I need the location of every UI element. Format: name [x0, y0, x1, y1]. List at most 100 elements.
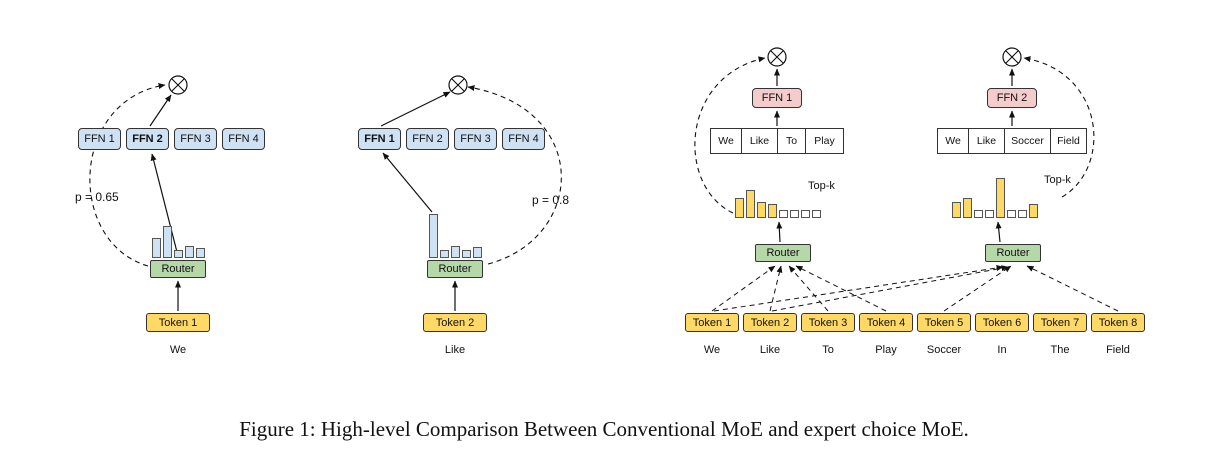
- prob-bar: [451, 246, 460, 258]
- score-bar: [790, 210, 799, 218]
- ffn-box: FFN 2: [406, 128, 449, 150]
- dashed-token8-to-routerB: [1026, 265, 1119, 312]
- word-cell: Like: [969, 128, 1005, 154]
- token-score-bars: [952, 178, 1038, 218]
- topk-label: Top-k: [1044, 174, 1071, 186]
- prob-bar: [196, 248, 205, 258]
- multiply-icon: [767, 47, 787, 67]
- figure-caption: Figure 1: High-level Comparison Between …: [239, 417, 969, 441]
- prob-bar: [185, 246, 194, 258]
- topk-label: Top-k: [808, 180, 835, 192]
- ffn-box-selected: FFN 1: [358, 128, 401, 150]
- token-word: The: [1050, 344, 1070, 356]
- dashed-token2-to-routerB: [771, 265, 1009, 312]
- score-bar: [985, 210, 994, 218]
- multiply-icon: [448, 75, 468, 95]
- arrow-router-to-ffn2: [150, 153, 179, 257]
- token-word: We: [169, 344, 187, 356]
- prob-bar: [163, 226, 172, 258]
- token-word: Field: [1106, 344, 1130, 356]
- token-box: Token 1: [685, 313, 739, 332]
- selected-words-table: We Like To Play: [710, 128, 844, 154]
- multiply-icon: [168, 75, 188, 95]
- prob-bar: [429, 214, 438, 258]
- token-box: Token 2: [743, 313, 797, 332]
- prob-bar: [440, 250, 449, 258]
- ffn-box: FFN 3: [174, 128, 217, 150]
- router-probability-bars: [152, 226, 205, 258]
- word-cell: To: [778, 128, 806, 154]
- router-box: Router: [985, 244, 1041, 262]
- token-word: Play: [875, 344, 897, 356]
- token-word: Soccer: [926, 344, 962, 356]
- dashed-token4-to-routerA: [795, 265, 887, 312]
- score-bar: [768, 204, 777, 218]
- dashed-gating-curve-2: [467, 85, 562, 265]
- token-word: We: [703, 344, 721, 356]
- score-bar: [801, 210, 810, 218]
- ffn-box: FFN 4: [222, 128, 265, 150]
- word-cell: Like: [742, 128, 778, 154]
- score-bar: [952, 202, 961, 218]
- dashed-token3-to-routerA: [788, 265, 829, 312]
- score-bar: [735, 198, 744, 218]
- token-score-bars: [735, 190, 821, 218]
- token-word: Like: [444, 344, 466, 356]
- token-word: In: [997, 344, 1007, 356]
- ffn-box-expert: FFN 2: [987, 88, 1037, 108]
- prob-bar: [174, 250, 183, 258]
- ffn-box: FFN 1: [78, 128, 121, 150]
- router-probability-bars: [429, 214, 482, 258]
- score-bar: [1007, 210, 1016, 218]
- score-bar: [812, 210, 821, 218]
- prob-bar: [473, 247, 482, 258]
- score-bar: [746, 190, 755, 218]
- token-box: Token 6: [975, 313, 1029, 332]
- dashed-gating-curve-A: [694, 56, 766, 214]
- selected-words-table: We Like Soccer Field: [937, 128, 1087, 154]
- arrow-ffn2-to-multiply: [149, 94, 172, 127]
- score-bar: [1029, 204, 1038, 218]
- ffn-box-expert: FFN 1: [752, 88, 802, 108]
- token-box: Token 4: [859, 313, 913, 332]
- arrow-routerA-to-bars: [776, 221, 783, 243]
- multiply-icon: [1002, 47, 1022, 67]
- ffn-box: FFN 4: [502, 128, 545, 150]
- dashed-token1-to-routerA: [711, 265, 776, 312]
- prob-bar: [152, 238, 161, 258]
- ffn-box: FFN 3: [454, 128, 497, 150]
- token-box: Token 2: [423, 313, 487, 332]
- ffn-box-selected: FFN 2: [126, 128, 169, 150]
- score-bar: [1018, 210, 1027, 218]
- word-cell: We: [937, 128, 969, 154]
- dashed-gating-curve-B: [1023, 56, 1095, 198]
- dashed-gating-curve-1: [89, 83, 166, 267]
- score-bar: [963, 198, 972, 218]
- router-box: Router: [755, 244, 811, 262]
- token-word: Like: [759, 344, 781, 356]
- token-box: Token 3: [801, 313, 855, 332]
- probability-label: p = 0.65: [75, 190, 119, 204]
- probability-label: p = 0.8: [532, 193, 570, 207]
- word-cell: Play: [806, 128, 844, 154]
- arrow-bars-to-ffn1: [382, 152, 433, 213]
- score-bar: [779, 210, 788, 218]
- token-box: Token 8: [1091, 313, 1145, 332]
- dashed-token1-to-routerB: [713, 265, 1004, 312]
- token-word: To: [822, 344, 834, 356]
- router-box: Router: [150, 260, 206, 278]
- token-box: Token 1: [146, 313, 210, 332]
- arrow-ffn1-to-multiply: [380, 91, 451, 127]
- word-cell: Soccer: [1005, 128, 1051, 154]
- word-cell: Field: [1051, 128, 1087, 154]
- score-bar: [974, 210, 983, 218]
- token-box: Token 7: [1033, 313, 1087, 332]
- word-cell: We: [710, 128, 742, 154]
- dashed-token2-to-routerA: [769, 265, 783, 312]
- router-box: Router: [427, 260, 483, 278]
- token-box: Token 5: [917, 313, 971, 332]
- score-bar: [757, 202, 766, 218]
- prob-bar: [462, 250, 471, 258]
